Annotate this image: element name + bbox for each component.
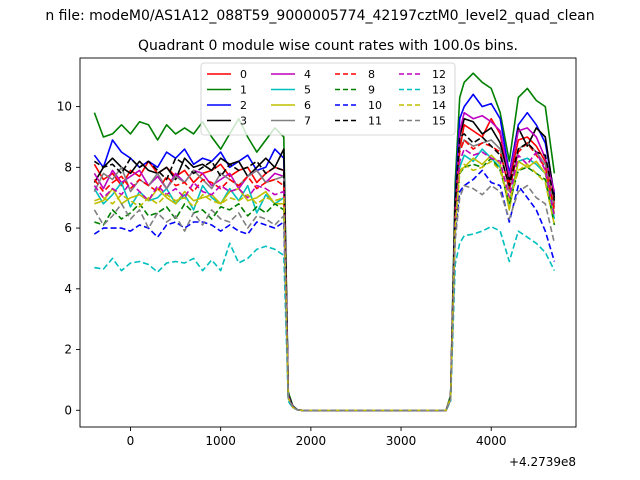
series-line-5 — [93, 148, 556, 412]
chart-title: Quadrant 0 module wise count rates with … — [138, 38, 518, 54]
y-tick-label: 2 — [64, 343, 72, 357]
series-line-10 — [93, 169, 556, 412]
x-offset-label: +4.2739e8 — [509, 455, 576, 469]
legend-label-14: 14 — [432, 99, 446, 112]
y-tick-label: 8 — [64, 160, 72, 174]
y-tick-label: 10 — [57, 100, 72, 114]
x-tick-label: 2000 — [296, 434, 327, 448]
legend-label-5: 5 — [304, 84, 311, 97]
legend-box — [200, 62, 456, 136]
series-line-13 — [94, 225, 556, 412]
series-line-6 — [94, 154, 556, 412]
legend-label-0: 0 — [240, 68, 247, 81]
legend-label-12: 12 — [432, 68, 446, 81]
legend-label-9: 9 — [368, 84, 375, 97]
series-layer — [93, 72, 556, 412]
series-line-11 — [93, 133, 556, 412]
figure-suptitle: n file: modeM0/AS1A12_088T59_9000005774_… — [45, 8, 594, 24]
legend-label-3: 3 — [240, 115, 247, 128]
x-tick-label: 1000 — [205, 434, 236, 448]
legend-label-1: 1 — [240, 84, 247, 97]
legend-label-4: 4 — [304, 68, 311, 81]
x-tick-label: 3000 — [386, 434, 417, 448]
x-axis: 0 1000 2000 3000 4000 — [127, 427, 507, 448]
legend-label-6: 6 — [304, 99, 311, 112]
plot-frame — [79, 57, 577, 428]
series-line-12 — [93, 148, 556, 412]
legend-label-8: 8 — [368, 68, 375, 81]
series-line-8 — [93, 139, 556, 412]
y-tick-label: 6 — [64, 221, 72, 235]
legend-label-2: 2 — [240, 99, 247, 112]
y-tick-label: 4 — [64, 282, 72, 296]
x-tick-label: 4000 — [476, 434, 507, 448]
series-line-14 — [94, 160, 556, 412]
legend-label-7: 7 — [304, 115, 311, 128]
legend-label-10: 10 — [368, 99, 382, 112]
series-line-3 — [93, 117, 556, 412]
series-line-15 — [93, 184, 556, 412]
series-line-0 — [93, 117, 556, 412]
y-axis: 0 2 4 6 8 10 — [57, 100, 80, 417]
series-line-9 — [94, 157, 556, 412]
legend-label-15: 15 — [432, 115, 446, 128]
legend-label-13: 13 — [432, 84, 446, 97]
x-tick-label: 0 — [127, 434, 135, 448]
y-tick-label: 0 — [64, 403, 72, 417]
legend-label-11: 11 — [368, 115, 382, 128]
